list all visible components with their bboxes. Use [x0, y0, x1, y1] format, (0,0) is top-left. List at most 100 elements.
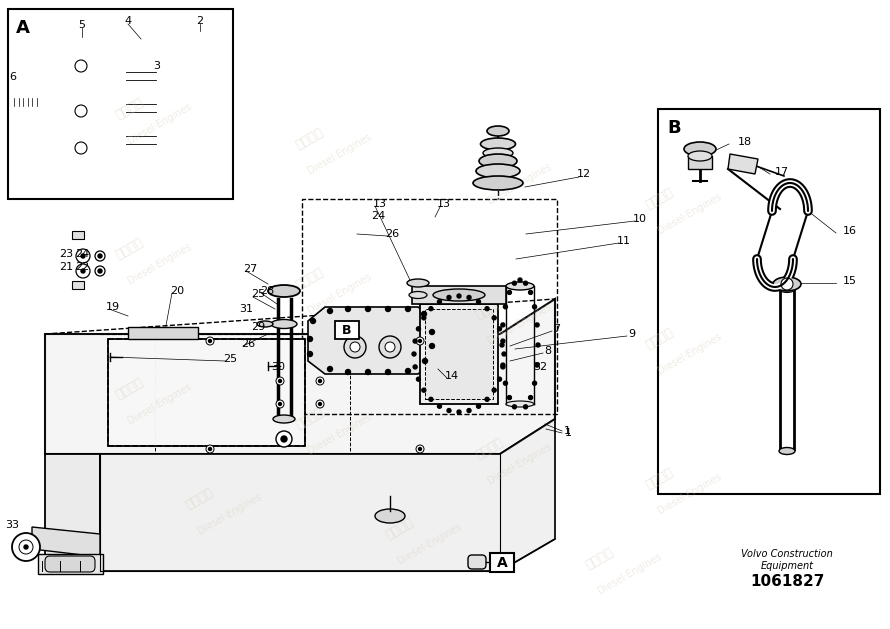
Circle shape	[344, 336, 366, 358]
Circle shape	[98, 254, 102, 258]
Text: Diesel·Engines: Diesel·Engines	[306, 272, 374, 316]
Text: 紫发动力: 紫发动力	[114, 376, 146, 402]
Ellipse shape	[688, 151, 712, 161]
Text: 23: 23	[59, 249, 73, 259]
Circle shape	[500, 343, 504, 347]
Circle shape	[24, 545, 28, 549]
Circle shape	[316, 400, 324, 408]
Circle shape	[19, 540, 33, 554]
Text: 33: 33	[5, 520, 19, 530]
Circle shape	[467, 296, 471, 299]
Text: Diesel·Engines: Diesel·Engines	[197, 492, 263, 537]
Bar	[335, 321, 359, 339]
Text: 15: 15	[843, 276, 857, 286]
Circle shape	[485, 398, 490, 401]
Ellipse shape	[409, 291, 427, 299]
Text: 4: 4	[125, 16, 132, 26]
Text: 19: 19	[106, 302, 120, 312]
Ellipse shape	[433, 289, 485, 301]
Ellipse shape	[487, 126, 509, 136]
Text: 17: 17	[775, 167, 789, 177]
Circle shape	[276, 431, 292, 447]
Circle shape	[75, 105, 87, 117]
Text: Diesel·Engines: Diesel·Engines	[396, 521, 464, 566]
Ellipse shape	[773, 277, 801, 291]
Circle shape	[501, 365, 505, 369]
Text: 24: 24	[371, 211, 385, 221]
Circle shape	[492, 388, 497, 392]
Circle shape	[422, 388, 425, 392]
Circle shape	[504, 381, 507, 385]
FancyBboxPatch shape	[168, 34, 220, 174]
Text: 26: 26	[241, 339, 255, 349]
Circle shape	[75, 142, 87, 154]
Bar	[72, 281, 84, 289]
Circle shape	[95, 251, 105, 261]
Bar	[14, 98, 42, 106]
Circle shape	[498, 377, 502, 381]
Ellipse shape	[479, 154, 517, 168]
Polygon shape	[308, 307, 435, 374]
Circle shape	[413, 365, 417, 369]
Ellipse shape	[257, 321, 273, 327]
Text: 16: 16	[843, 226, 857, 236]
Circle shape	[513, 281, 516, 285]
Text: Diesel·Engines: Diesel·Engines	[596, 552, 664, 596]
Text: 紫发动力: 紫发动力	[473, 156, 506, 182]
Circle shape	[529, 291, 532, 294]
Ellipse shape	[481, 138, 515, 150]
Text: B: B	[667, 119, 681, 137]
Polygon shape	[412, 286, 506, 304]
Bar	[688, 156, 712, 169]
Circle shape	[416, 445, 424, 453]
Text: 1061827: 1061827	[749, 574, 824, 589]
Circle shape	[507, 396, 512, 399]
Circle shape	[416, 337, 424, 345]
Bar	[302, 199, 557, 414]
Circle shape	[476, 404, 481, 408]
Polygon shape	[32, 527, 100, 557]
Text: Diesel·Engines: Diesel·Engines	[126, 382, 194, 426]
Circle shape	[535, 363, 539, 367]
Polygon shape	[45, 454, 100, 571]
Ellipse shape	[684, 142, 716, 156]
Circle shape	[536, 343, 540, 347]
Text: 21: 21	[59, 262, 73, 272]
Circle shape	[513, 405, 516, 409]
Text: Diesel·Engines: Diesel·Engines	[657, 331, 724, 376]
Circle shape	[518, 278, 522, 282]
Circle shape	[418, 340, 422, 343]
Circle shape	[485, 307, 490, 311]
Circle shape	[208, 447, 212, 450]
Circle shape	[385, 342, 395, 352]
Text: Diesel·Engines: Diesel·Engines	[486, 162, 554, 206]
Text: 紫发动力: 紫发动力	[294, 266, 327, 292]
Circle shape	[81, 254, 85, 258]
Circle shape	[206, 337, 214, 345]
Text: Diesel·Engines: Diesel·Engines	[657, 192, 724, 237]
Bar	[8, 9, 233, 199]
Circle shape	[345, 306, 351, 311]
Circle shape	[501, 339, 505, 343]
Polygon shape	[45, 299, 555, 454]
FancyBboxPatch shape	[45, 556, 95, 572]
Text: 紫发动力: 紫发动力	[114, 96, 146, 122]
Circle shape	[308, 352, 312, 357]
Ellipse shape	[375, 509, 405, 523]
Circle shape	[535, 323, 539, 327]
Circle shape	[467, 409, 471, 413]
Polygon shape	[128, 327, 198, 339]
Text: 9: 9	[628, 329, 635, 339]
Ellipse shape	[506, 282, 534, 290]
Circle shape	[532, 305, 537, 309]
Circle shape	[319, 403, 321, 406]
Text: 紫发动力: 紫发动力	[473, 436, 506, 462]
Circle shape	[385, 306, 391, 311]
Bar	[490, 553, 514, 572]
Circle shape	[501, 363, 505, 367]
Text: 紫发动力: 紫发动力	[114, 236, 146, 262]
Text: 30: 30	[271, 362, 285, 372]
FancyBboxPatch shape	[148, 39, 168, 167]
Circle shape	[417, 377, 420, 381]
Circle shape	[447, 409, 451, 413]
